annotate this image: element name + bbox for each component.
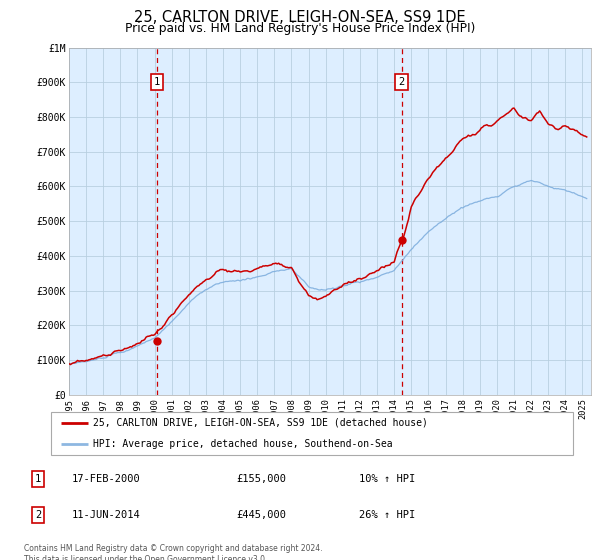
- Text: 1: 1: [154, 77, 160, 87]
- Text: 11-JUN-2014: 11-JUN-2014: [71, 510, 140, 520]
- Text: 17-FEB-2000: 17-FEB-2000: [71, 474, 140, 484]
- Text: HPI: Average price, detached house, Southend-on-Sea: HPI: Average price, detached house, Sout…: [93, 439, 392, 449]
- FancyBboxPatch shape: [50, 412, 574, 455]
- Text: Contains HM Land Registry data © Crown copyright and database right 2024.
This d: Contains HM Land Registry data © Crown c…: [24, 544, 323, 560]
- Text: 25, CARLTON DRIVE, LEIGH-ON-SEA, SS9 1DE (detached house): 25, CARLTON DRIVE, LEIGH-ON-SEA, SS9 1DE…: [93, 418, 428, 428]
- Text: Price paid vs. HM Land Registry's House Price Index (HPI): Price paid vs. HM Land Registry's House …: [125, 22, 475, 35]
- Text: 26% ↑ HPI: 26% ↑ HPI: [359, 510, 415, 520]
- Text: 1: 1: [35, 474, 41, 484]
- Text: 10% ↑ HPI: 10% ↑ HPI: [359, 474, 415, 484]
- Text: £155,000: £155,000: [236, 474, 286, 484]
- Text: £445,000: £445,000: [236, 510, 286, 520]
- Text: 2: 2: [35, 510, 41, 520]
- Text: 25, CARLTON DRIVE, LEIGH-ON-SEA, SS9 1DE: 25, CARLTON DRIVE, LEIGH-ON-SEA, SS9 1DE: [134, 10, 466, 25]
- Text: 2: 2: [398, 77, 405, 87]
